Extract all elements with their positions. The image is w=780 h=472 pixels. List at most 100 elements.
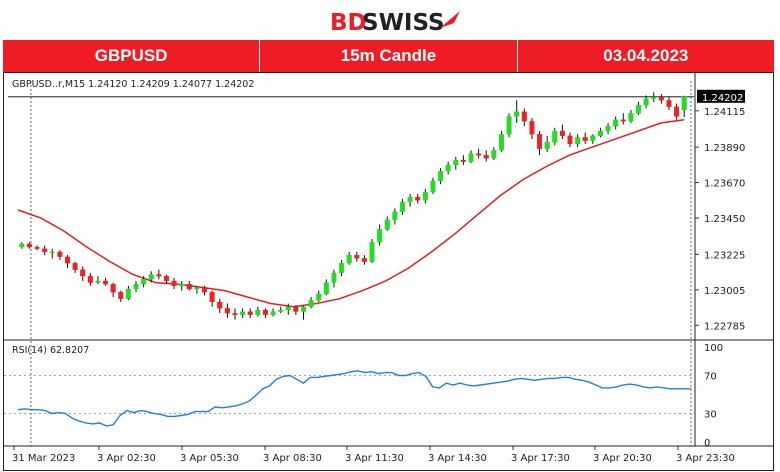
candle-body (308, 300, 314, 307)
candle (529, 118, 535, 140)
candle-body (483, 155, 489, 159)
candle (384, 216, 390, 231)
brand-logo: BD SWISS (330, 10, 460, 36)
candle (590, 134, 596, 144)
candle (445, 161, 451, 175)
candle-body (590, 135, 596, 141)
candle (262, 308, 268, 319)
candle-body (156, 274, 162, 277)
candle-body (643, 98, 649, 106)
candle (247, 308, 253, 319)
candle-body (285, 306, 291, 311)
candle-body (186, 284, 192, 290)
moving-average-line (17, 118, 685, 308)
candle-body (575, 137, 581, 145)
candle (415, 193, 421, 204)
candle-body (445, 164, 451, 172)
price-tick-label: 1.23450 (704, 214, 745, 225)
candle (278, 306, 284, 314)
candle (392, 208, 398, 225)
candle-body (95, 280, 101, 283)
candle (148, 271, 154, 283)
candle-body (567, 135, 573, 145)
candle (514, 100, 520, 123)
candle (194, 285, 200, 294)
candle (613, 116, 619, 130)
candle (255, 306, 261, 317)
candle-body (57, 251, 63, 257)
candle (118, 290, 124, 302)
candle (285, 303, 291, 315)
candle (506, 113, 512, 138)
candle-body (240, 311, 246, 315)
candle (331, 269, 337, 288)
candle-body (64, 256, 70, 264)
candle (597, 127, 603, 138)
candle-body (339, 263, 345, 274)
x-tick-label: 3 Apr 20:30 (593, 453, 652, 464)
candle (674, 103, 680, 120)
chart-canvas: 1.24115 1.23890 1.23670 1.23450 1.23225 1.230… (4, 73, 773, 464)
candle-body (354, 254, 360, 259)
candle-body (163, 275, 169, 282)
candle (26, 242, 32, 249)
candle (453, 156, 459, 170)
rsi-tick-label: 0 (704, 438, 710, 449)
price-tick-label: 1.23225 (704, 250, 745, 261)
candle-body (498, 134, 504, 151)
candle-body (34, 246, 40, 249)
candle-body (399, 201, 405, 212)
price-panel: 1.24115 1.23890 1.23670 1.23450 1.23225 1.230… (4, 73, 773, 446)
candle (19, 242, 25, 249)
candle (87, 272, 93, 286)
candle (141, 276, 147, 288)
candle (110, 282, 116, 298)
candle-body (224, 308, 230, 314)
candle (316, 290, 322, 302)
candle (103, 277, 109, 286)
price-info-label: GBPUSD..r,M15 1.24120 1.24209 1.24077 1.… (12, 79, 254, 90)
candle-body (232, 313, 238, 315)
x-tick-label: 3 Apr 08:30 (263, 453, 322, 464)
candle (521, 108, 527, 127)
candle (491, 147, 497, 161)
candle (64, 255, 70, 269)
candle-body (468, 153, 474, 162)
candle (407, 193, 413, 207)
candle (361, 255, 367, 265)
candle (42, 245, 48, 256)
candle-body (202, 287, 208, 293)
rsi-tick-label: 70 (704, 372, 717, 383)
x-tick-label: 31 Mar 2023 (12, 453, 75, 464)
candle (605, 122, 611, 135)
candle (270, 308, 276, 317)
candle-body (651, 96, 657, 99)
brand-logo-swiss: SWISS (362, 10, 445, 36)
candle-body (361, 258, 367, 262)
candle-body (26, 243, 32, 248)
candle-body (636, 105, 642, 114)
candle (179, 280, 185, 291)
header-timeframe: 15m Candle (260, 40, 518, 72)
candle-body (255, 309, 261, 315)
candle (559, 124, 565, 140)
candle-body (42, 248, 48, 253)
candle (498, 130, 504, 152)
candle (308, 297, 314, 309)
candle-body (521, 111, 527, 122)
candle (666, 97, 672, 111)
candle (476, 148, 482, 159)
candle-body (217, 301, 223, 309)
x-tick-label: 3 Apr 17:30 (511, 453, 570, 464)
candle (681, 95, 687, 117)
candle (438, 168, 444, 185)
candle (323, 279, 329, 296)
candle (552, 127, 558, 146)
candle-body (148, 274, 154, 280)
candle-body (87, 275, 93, 283)
candle (399, 198, 405, 215)
rsi-panel: RSI(14) 62.8207 100 70 30 0 (4, 343, 773, 449)
candle (537, 130, 543, 156)
candle (346, 251, 352, 265)
candle-body (133, 284, 139, 290)
